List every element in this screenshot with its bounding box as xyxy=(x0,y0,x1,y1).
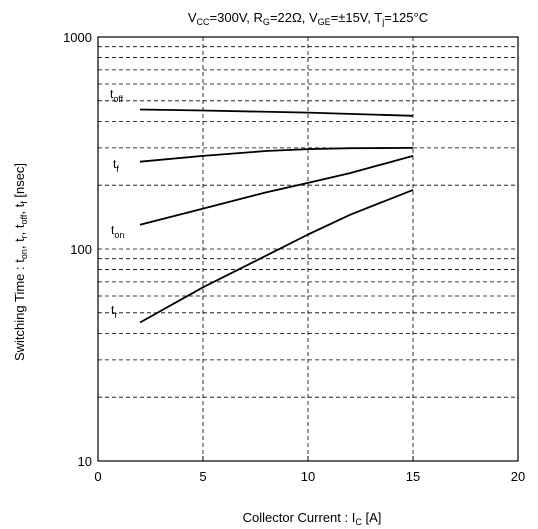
series-line-t-r xyxy=(139,189,414,324)
series-line-t-off xyxy=(139,108,414,117)
series-label-t-f: tf xyxy=(113,157,119,174)
y-axis-label: Switching Time : ton, tr, toff, tf [nsec… xyxy=(12,163,29,361)
y-tick-label: 1000 xyxy=(63,30,92,45)
x-axis-label: Collector Current : IC [A] xyxy=(243,510,382,527)
x-tick-label: 20 xyxy=(511,469,525,484)
x-tick-label: 5 xyxy=(199,469,206,484)
series-lines xyxy=(139,108,414,324)
x-tick-label: 10 xyxy=(301,469,315,484)
series-label-t-off: toff xyxy=(110,87,124,104)
series-label-t-r: tr xyxy=(111,303,117,320)
chart-title: VCC=300V, RG=22Ω, VGE=±15V, Tj=125°C xyxy=(188,10,428,27)
x-tick-label: 0 xyxy=(94,469,101,484)
series-line-t-on xyxy=(139,155,414,226)
series-line-t-f xyxy=(139,147,414,163)
axis-ticks: 0 5 10 15 20 10 100 1000 xyxy=(63,30,525,484)
x-tick-label: 15 xyxy=(406,469,420,484)
series-label-t-on: ton xyxy=(111,223,124,240)
y-tick-label: 10 xyxy=(78,454,92,469)
y-tick-label: 100 xyxy=(70,242,92,257)
grid-lines xyxy=(98,37,518,461)
